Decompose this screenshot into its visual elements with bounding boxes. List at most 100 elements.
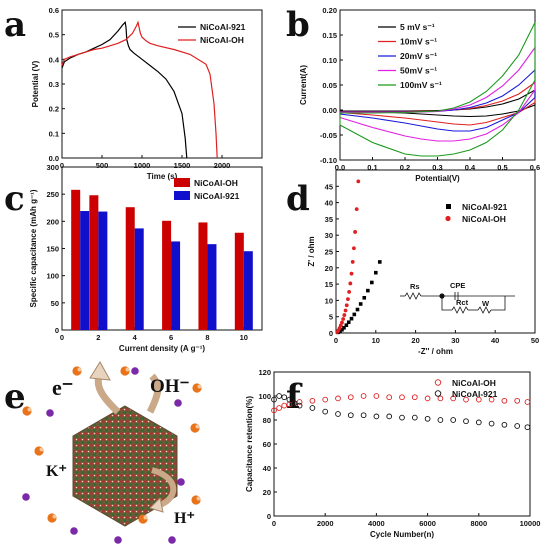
nyquist-point — [352, 246, 356, 251]
y-tick-label: 0.00 — [322, 106, 337, 115]
legend-label: 10mV s⁻¹ — [400, 37, 437, 47]
cycle-point — [347, 412, 354, 419]
y-tick-label: 45 — [325, 182, 333, 191]
bar — [80, 211, 90, 330]
y-tick-label: -0.10 — [320, 156, 337, 165]
y-tick-label: -0.05 — [320, 131, 337, 140]
ion-label: K⁺ — [46, 463, 67, 480]
nyquist-point — [344, 303, 349, 308]
potassium-ion — [177, 478, 185, 486]
wire — [491, 296, 506, 311]
cycle-point — [488, 420, 495, 427]
panel-d-chart: 0 10 20 30 40 50 0 5 10 15 20 25 30 35 40 45 -Z'' / ohm Z… — [307, 169, 539, 356]
panel-label-e: e — [4, 377, 26, 417]
panel-label-a: a — [4, 5, 26, 45]
nyquist-point — [340, 320, 344, 325]
bar — [207, 244, 217, 330]
x-tick-label: 0 — [272, 519, 276, 528]
cycle-point — [463, 396, 469, 403]
y-tick-label: 0.2 — [49, 105, 59, 114]
cycle-point — [524, 424, 531, 431]
ion-label: H⁺ — [174, 510, 195, 527]
panel-b-chart: 0.0 0.1 0.2 0.3 0.4 0.5 0.6 -0.10 -0.05 0.00 0.05 0… — [299, 6, 540, 183]
cycle-point — [411, 394, 418, 401]
y-tick-label: 50 — [51, 299, 59, 308]
nyquist-point — [355, 307, 360, 312]
cycle-point — [360, 412, 367, 419]
bar — [162, 220, 172, 330]
cycle-point — [271, 396, 277, 403]
x-axis-label: Cycle Number(n) — [370, 530, 434, 539]
y-axis-label: Specific capacitance (mAh g⁻¹) — [29, 189, 38, 307]
cycle-point — [276, 405, 282, 411]
cycle-point — [291, 400, 298, 407]
y-tick-label: 40 — [325, 199, 333, 208]
cycle-point — [411, 414, 418, 421]
y-axis-label: Z' / ohm — [307, 236, 316, 266]
cycle-point — [424, 415, 431, 422]
circuit-label: CPE — [450, 281, 465, 290]
x-tick-label: 4 — [133, 333, 138, 342]
legend-marker — [445, 215, 451, 222]
bar — [71, 189, 81, 330]
legend-label: NiCoAl-921 — [462, 202, 508, 212]
y-tick-label: 35 — [325, 215, 333, 224]
nyquist-point — [356, 179, 361, 184]
cycle-point — [437, 417, 444, 423]
y-tick-label: 150 — [46, 245, 59, 254]
y-tick-label: 200 — [46, 217, 59, 226]
y-tick-label: 0.10 — [322, 56, 337, 65]
cycle-point — [322, 408, 329, 415]
nyquist-point — [344, 323, 349, 327]
nyquist-point — [343, 308, 348, 313]
nyquist-point — [340, 327, 344, 332]
nyquist-point — [358, 302, 363, 306]
legend-label: NiCoAl-921 — [452, 389, 498, 399]
ion-highlight — [77, 367, 82, 372]
y-tick-label: 0.0 — [49, 154, 59, 163]
y-tick-label: 120 — [258, 368, 271, 377]
ion-highlight — [196, 496, 201, 501]
nyquist-point — [370, 280, 374, 285]
legend-label: NiCoAl-OH — [200, 35, 244, 45]
y-tick-label: 0.6 — [49, 6, 59, 15]
nyquist-point — [350, 260, 355, 264]
cycle-point — [450, 417, 457, 423]
arrowhead-h — [149, 496, 164, 513]
cycle-point — [322, 396, 329, 403]
legend-label: 20mV s⁻¹ — [400, 51, 437, 61]
y-tick-label: 0.4 — [49, 55, 60, 64]
x-tick-label: 1500 — [174, 161, 191, 170]
x-tick-label: 4000 — [368, 519, 385, 528]
bar — [243, 251, 253, 330]
y-tick-label: 20 — [263, 488, 271, 497]
y-tick-label: 0.5 — [49, 31, 59, 40]
nyquist-point — [347, 290, 352, 294]
x-tick-label: 40 — [491, 336, 499, 345]
potassium-ion — [46, 409, 54, 417]
x-axis-label: Potential(V) — [415, 174, 460, 183]
y-tick-label: 100 — [258, 392, 271, 401]
ion-highlight — [52, 514, 57, 519]
cycle-point — [309, 405, 316, 411]
x-tick-label: 10 — [372, 336, 380, 345]
x-tick-label: 30 — [451, 336, 459, 345]
x-tick-label: 0.2 — [400, 163, 410, 172]
cycle-point — [335, 411, 341, 417]
nyquist-point — [353, 230, 358, 234]
y-tick-label: 30 — [325, 231, 333, 240]
cycle-point — [309, 397, 316, 404]
nyquist-point — [374, 270, 378, 275]
cycle-point — [399, 394, 405, 401]
potassium-ion — [168, 536, 176, 544]
x-tick-label: 1000 — [134, 161, 151, 170]
y-tick-label: 0.05 — [322, 81, 337, 90]
y-tick-label: 5 — [329, 313, 333, 322]
cycle-point — [286, 396, 293, 403]
y-tick-label: 100 — [46, 272, 59, 281]
circuit-label: W — [482, 299, 490, 308]
cycle-point — [386, 413, 393, 420]
ion-highlight — [125, 367, 130, 372]
wire — [441, 296, 452, 311]
cycle-point — [501, 397, 508, 404]
